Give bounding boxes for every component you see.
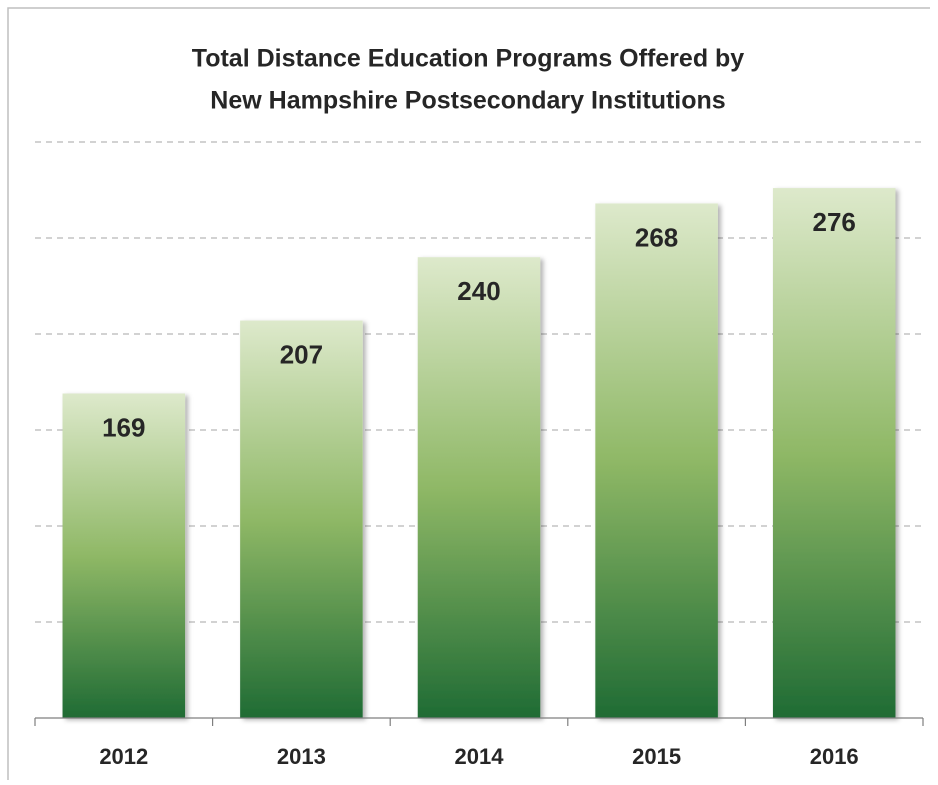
bar — [595, 203, 718, 718]
bar — [772, 188, 896, 718]
data-label: 240 — [457, 276, 500, 306]
x-tick-label: 2016 — [810, 744, 859, 769]
chart-title: New Hampshire Postsecondary Institutions — [210, 87, 725, 115]
data-label: 268 — [635, 222, 678, 252]
bar — [417, 257, 541, 718]
frame — [7, 7, 930, 780]
x-tick-label: 2014 — [455, 744, 505, 769]
data-label: 169 — [102, 412, 145, 442]
data-label: 276 — [813, 207, 856, 237]
chart-title: Total Distance Education Programs Offere… — [192, 45, 745, 73]
data-label: 207 — [280, 339, 323, 369]
x-tick-label: 2012 — [99, 744, 148, 769]
x-tick-label: 2013 — [277, 744, 326, 769]
bar — [62, 393, 186, 718]
x-tick-label: 2015 — [632, 744, 681, 769]
bar — [240, 320, 363, 718]
